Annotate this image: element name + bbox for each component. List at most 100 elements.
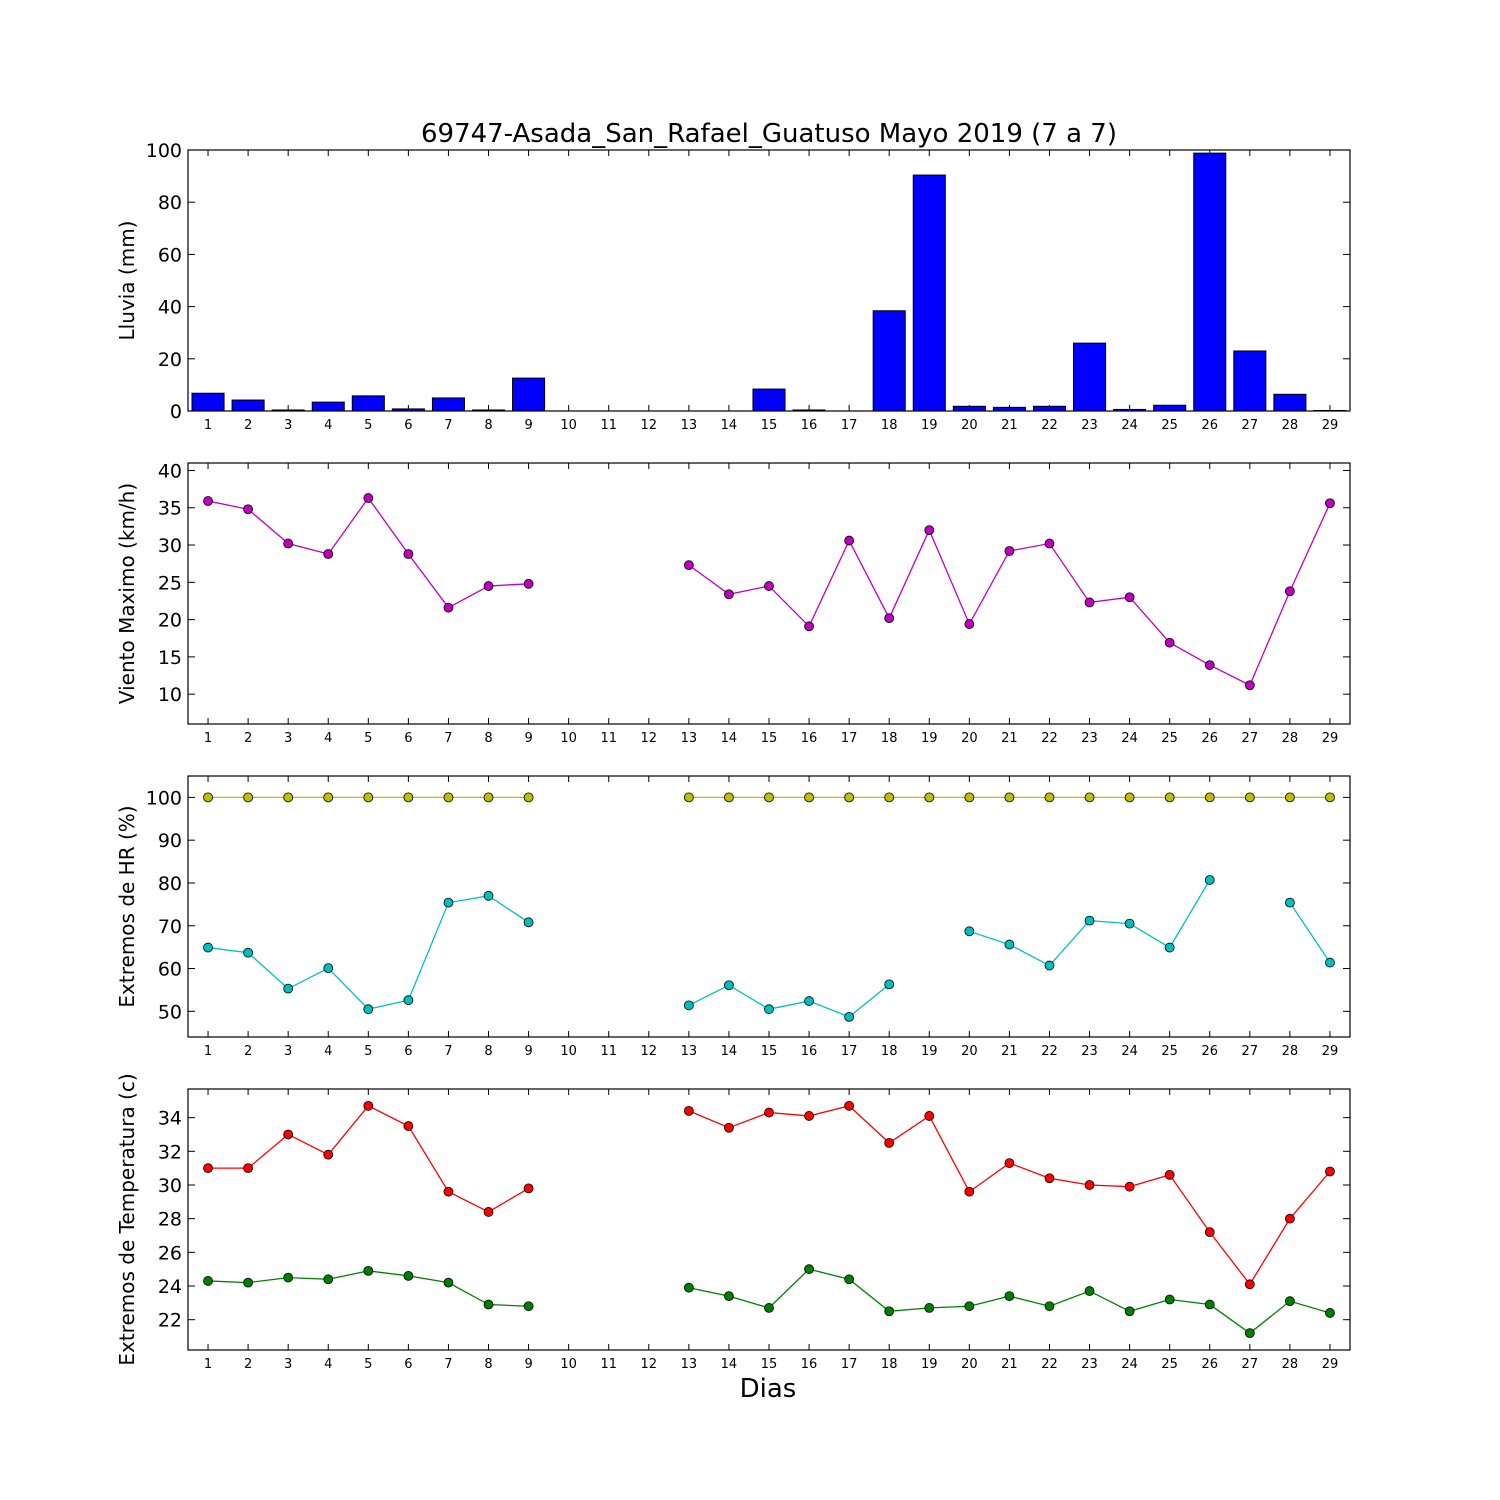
x-tick-label: 14 [721, 1357, 738, 1372]
y-tick-label: 20 [158, 610, 182, 632]
rain-bar [952, 405, 986, 412]
data-point [203, 496, 213, 506]
data-point [1004, 792, 1015, 803]
x-tick-label: 2 [244, 1044, 252, 1059]
data-point [523, 578, 534, 589]
x-tick-label: 7 [444, 731, 452, 746]
y-axis-label: Lluvia (mm) [115, 221, 139, 341]
x-tick-label: 24 [1121, 418, 1138, 433]
series-line-2 [688, 983, 890, 1018]
x-tick-label: 12 [641, 1044, 658, 1059]
x-tick-label: 13 [681, 1044, 698, 1059]
x-tick-label: 14 [721, 418, 738, 433]
x-tick-label: 20 [961, 1044, 978, 1059]
data-point [1124, 1306, 1135, 1317]
rain-bar [431, 397, 465, 412]
x-tick-label: 6 [404, 731, 412, 746]
y-tick-label: 40 [158, 460, 182, 482]
data-point [764, 1303, 774, 1313]
x-tick-label: 12 [641, 731, 658, 746]
data-point [363, 1100, 374, 1111]
data-point [1325, 1308, 1335, 1318]
x-tick-label: 29 [1322, 1357, 1339, 1372]
y-tick-label: 22 [158, 1310, 182, 1332]
y-tick-label: 25 [158, 572, 182, 594]
y-tick-label: 34 [158, 1108, 182, 1130]
x-tick-label: 12 [641, 418, 658, 433]
data-point [283, 1272, 294, 1283]
data-point [1124, 1181, 1135, 1192]
x-tick-label: 24 [1121, 1044, 1138, 1059]
data-point [323, 963, 334, 974]
series-line-2 [1289, 902, 1331, 963]
data-point [964, 792, 975, 803]
data-point [363, 493, 374, 503]
rain-bar [471, 409, 506, 412]
y-tick-label: 50 [158, 1001, 182, 1023]
x-tick-label: 28 [1282, 1357, 1299, 1372]
x-tick-label: 2 [244, 1357, 252, 1372]
x-tick-label: 23 [1081, 1044, 1098, 1059]
x-tick-label: 14 [721, 731, 738, 746]
x-tick-label: 29 [1322, 1044, 1339, 1059]
data-point [884, 792, 895, 803]
x-tick-label: 15 [761, 418, 778, 433]
rain-bar [311, 401, 345, 412]
x-tick-label: 23 [1081, 731, 1098, 746]
data-point [443, 1277, 454, 1288]
rain-bar [1313, 409, 1347, 412]
data-point [724, 1291, 734, 1302]
data-point [1244, 1328, 1255, 1339]
y-tick-label: 32 [158, 1141, 182, 1163]
rain-bar [351, 395, 385, 412]
data-point [1164, 942, 1175, 953]
data-point [1084, 915, 1095, 926]
data-point [1164, 1294, 1175, 1305]
data-point [403, 549, 414, 559]
data-point [283, 983, 294, 994]
data-point [844, 1011, 855, 1022]
y-tick-label: 15 [158, 647, 182, 669]
data-point [1004, 1291, 1015, 1302]
data-point [924, 525, 935, 536]
data-point [1204, 1227, 1215, 1238]
data-point [1124, 792, 1135, 803]
x-tick-label: 28 [1282, 418, 1299, 433]
data-point [363, 1265, 374, 1276]
x-tick-label: 18 [881, 418, 898, 433]
data-point [683, 1105, 694, 1116]
data-point [403, 995, 414, 1006]
x-tick-label: 10 [560, 418, 577, 433]
y-tick-label: 30 [158, 535, 182, 557]
data-point [884, 613, 895, 624]
data-point [1204, 792, 1215, 803]
x-tick-label: 28 [1282, 731, 1299, 746]
data-point [683, 1282, 694, 1293]
x-tick-label: 26 [1201, 731, 1218, 746]
data-point [203, 792, 213, 803]
data-point [964, 1301, 975, 1312]
data-point [884, 1137, 895, 1148]
x-tick-label: 8 [484, 1357, 492, 1372]
x-tick-label: 25 [1161, 1357, 1178, 1372]
x-tick-label: 16 [801, 418, 818, 433]
data-point [764, 581, 774, 591]
data-point [363, 792, 374, 803]
data-point [844, 535, 855, 546]
x-tick-label: 16 [801, 1044, 818, 1059]
y-tick-label: 10 [158, 684, 182, 706]
x-tick-label: 13 [681, 418, 698, 433]
x-tick-label: 17 [841, 1044, 858, 1059]
x-tick-label: 27 [1242, 731, 1259, 746]
x-tick-label: 12 [641, 1357, 658, 1372]
x-tick-label: 7 [444, 1357, 452, 1372]
data-point [483, 792, 494, 803]
y-tick-label: 28 [158, 1209, 182, 1231]
x-tick-label: 5 [364, 731, 372, 746]
x-tick-label: 19 [921, 418, 938, 433]
data-point [1284, 1213, 1295, 1224]
data-point [724, 1122, 734, 1133]
x-tick-label: 13 [681, 1357, 698, 1372]
